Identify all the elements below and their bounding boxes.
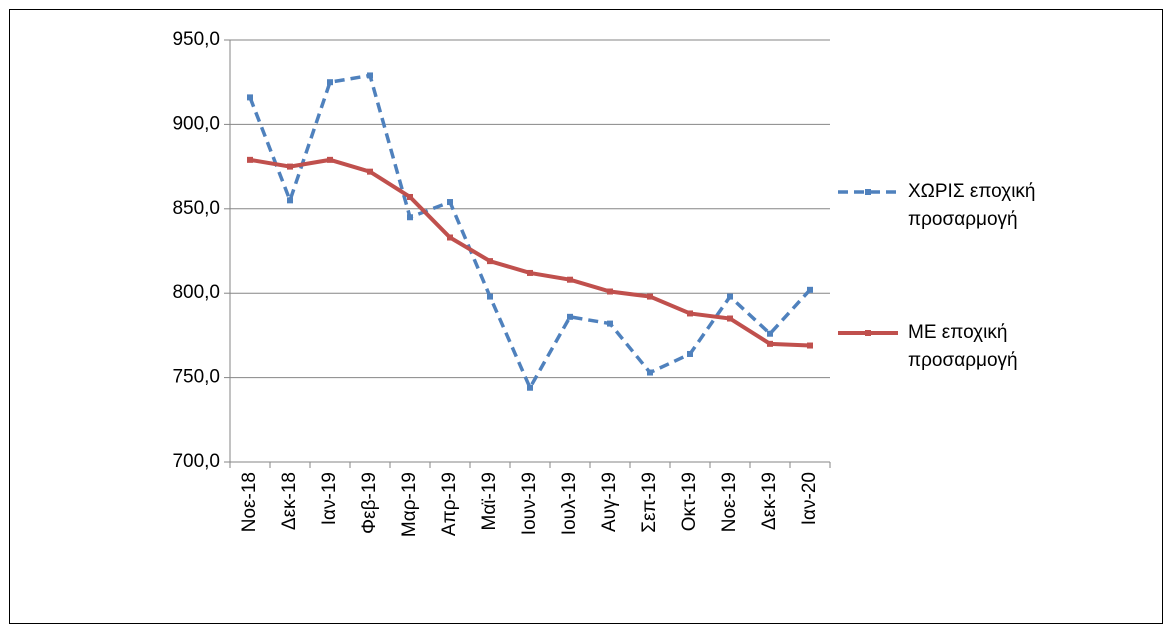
x-tick-label: Νοε-18 — [239, 472, 260, 532]
y-tick-label: 950,0 — [172, 29, 220, 50]
marker — [287, 163, 293, 170]
x-tick-label: Δεκ-18 — [279, 472, 300, 530]
marker — [327, 156, 333, 163]
legend-marker — [865, 189, 871, 195]
marker — [807, 286, 813, 293]
x-tick-label: Μαρ-19 — [399, 472, 420, 537]
marker — [767, 330, 773, 337]
marker — [567, 313, 573, 320]
x-tick-label: Φεβ-19 — [359, 472, 380, 534]
marker — [567, 276, 573, 283]
y-tick-label: 750,0 — [172, 367, 220, 388]
marker — [767, 340, 773, 347]
marker — [367, 168, 373, 175]
marker — [727, 315, 733, 322]
legend-label: ΧΩΡΙΣ εποχική προσαρμογή — [908, 181, 1036, 230]
marker — [727, 293, 733, 300]
x-tick-label: Ιαν-20 — [799, 472, 820, 525]
marker — [527, 269, 533, 276]
marker — [367, 72, 373, 79]
marker — [447, 199, 453, 206]
x-tick-label: Δεκ-19 — [759, 472, 780, 530]
marker — [527, 384, 533, 391]
y-tick-label: 700,0 — [172, 451, 220, 472]
marker — [607, 288, 613, 295]
marker — [407, 193, 413, 200]
x-tick-label: Ιουλ-19 — [559, 472, 580, 535]
y-tick-label: 850,0 — [172, 198, 220, 219]
chart-border — [9, 9, 1163, 624]
x-tick-label: Οκτ-19 — [679, 472, 700, 531]
y-tick-label: 900,0 — [172, 113, 220, 134]
marker — [687, 310, 693, 317]
series-line — [249, 157, 811, 348]
marker — [247, 94, 253, 101]
x-tick-label: Απρ-19 — [439, 472, 460, 536]
x-tick-label: Ιαν-19 — [319, 472, 340, 525]
x-tick-label: Αυγ-19 — [599, 472, 620, 532]
marker — [407, 214, 413, 221]
legend-marker — [865, 330, 871, 336]
marker — [287, 197, 293, 204]
marker — [487, 258, 493, 265]
marker — [647, 369, 653, 376]
x-tick-label: Μαϊ-19 — [479, 472, 500, 531]
marker — [607, 320, 613, 327]
marker — [687, 350, 693, 357]
legend-label: ΜΕ εποχική προσαρμογή — [908, 322, 1018, 371]
marker — [647, 293, 653, 300]
x-tick-label: Ιουν-19 — [519, 472, 540, 535]
marker — [807, 342, 813, 349]
marker — [447, 234, 453, 241]
y-tick-label: 800,0 — [172, 282, 220, 303]
series-line — [248, 73, 812, 392]
x-tick-label: Σεπ-19 — [639, 472, 660, 533]
marker — [487, 293, 493, 300]
marker — [247, 156, 253, 163]
marker — [327, 79, 333, 86]
x-tick-label: Νοε-19 — [719, 472, 740, 532]
